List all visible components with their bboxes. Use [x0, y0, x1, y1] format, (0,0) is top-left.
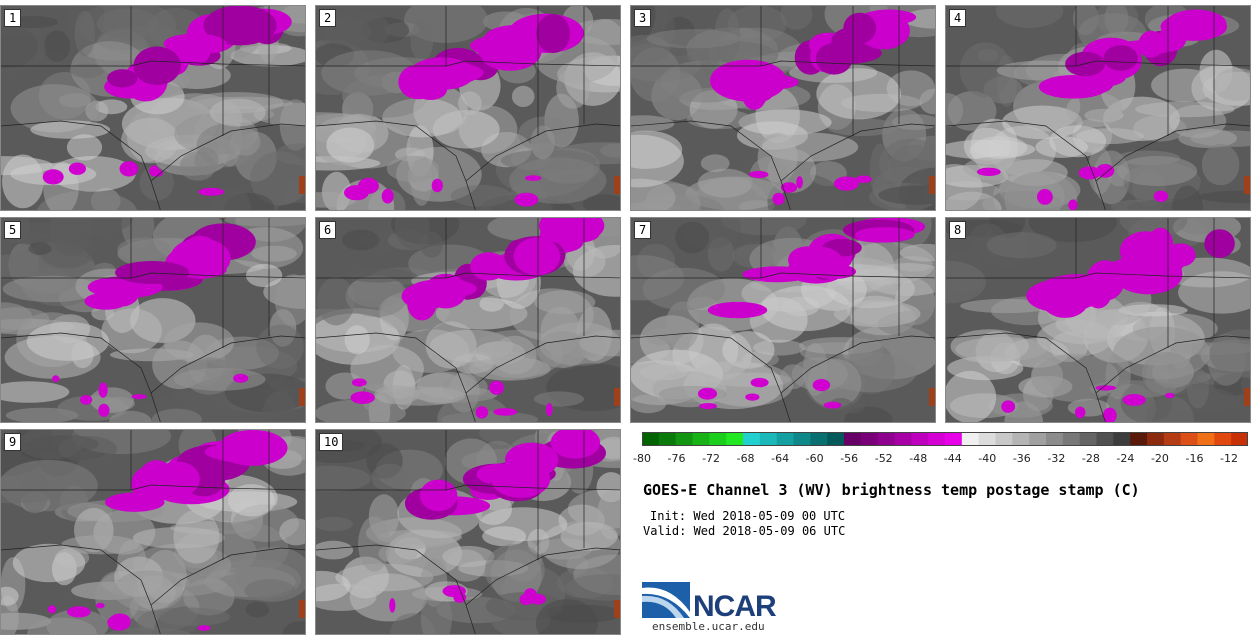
colorbar-segment — [658, 432, 677, 446]
colorbar-segment — [961, 432, 980, 446]
colorbar-segment — [877, 432, 896, 446]
colorbar-tick-label: -24 — [1116, 452, 1135, 465]
satellite-image — [316, 6, 620, 210]
colorbar-outline — [642, 432, 1248, 446]
panel-label: 2 — [319, 9, 337, 27]
colorbar-segment — [726, 432, 744, 446]
colorbar-tick-label: -20 — [1150, 452, 1169, 465]
panel-2[interactable]: 2 — [315, 5, 621, 211]
colorbar-segment — [978, 432, 997, 446]
colorbar-tick-label: -52 — [874, 452, 893, 465]
colorbar-tick-label: -76 — [667, 452, 686, 465]
satellite-image — [631, 218, 935, 422]
colorbar-tick-label: -48 — [909, 452, 928, 465]
colorbar-segment — [1180, 432, 1199, 446]
colorbar — [642, 432, 1248, 446]
colorbar-tick-label: -28 — [1081, 452, 1100, 465]
panel-label: 1 — [4, 9, 22, 27]
satellite-image — [946, 218, 1250, 422]
colorbar-tick-label: -40 — [978, 452, 997, 465]
satellite-image — [1, 6, 305, 210]
satellite-image — [631, 6, 935, 210]
panel-5[interactable]: 5 — [0, 217, 306, 423]
colorbar-tick-label: -32 — [1047, 452, 1066, 465]
colorbar-segment — [1062, 432, 1081, 446]
colorbar-segment — [759, 432, 778, 446]
panel-6[interactable]: 6 — [315, 217, 621, 423]
colorbar-segment — [1029, 432, 1047, 446]
colorbar-segment — [675, 432, 694, 446]
colorbar-tick-label: -36 — [1012, 452, 1031, 465]
satellite-image — [1, 218, 305, 422]
panel-label: 8 — [949, 221, 967, 239]
panel-label: 7 — [634, 221, 652, 239]
colorbar-segment — [1231, 432, 1248, 446]
satellite-image — [946, 6, 1250, 210]
colorbar-segment — [1079, 432, 1098, 446]
panel-label: 5 — [4, 221, 22, 239]
panel-8[interactable]: 8 — [945, 217, 1251, 423]
colorbar-tick-label: -68 — [736, 452, 755, 465]
satellite-image — [316, 430, 620, 634]
colorbar-segment — [1113, 432, 1131, 446]
valid-time: Valid: Wed 2018-05-09 06 UTC — [643, 524, 846, 538]
colorbar-segment — [1012, 432, 1030, 446]
panel-3[interactable]: 3 — [630, 5, 936, 211]
colorbar-tick-label: -56 — [840, 452, 859, 465]
colorbar-segment — [827, 432, 845, 446]
colorbar-segment — [1214, 432, 1232, 446]
colorbar-segment — [894, 432, 912, 446]
colorbar-segment — [793, 432, 811, 446]
colorbar-segment — [911, 432, 929, 446]
colorbar-segment — [1147, 432, 1165, 446]
colorbar-tick-label: -16 — [1185, 452, 1204, 465]
panel-label: 10 — [319, 433, 344, 451]
logo-text: NCAR — [693, 590, 777, 623]
colorbar-segment — [1163, 432, 1182, 446]
panel-10[interactable]: 10 — [315, 429, 621, 635]
panel-label: 4 — [949, 9, 967, 27]
colorbar-segment — [945, 432, 963, 446]
panel-label: 9 — [4, 433, 22, 451]
colorbar-segment — [1096, 432, 1114, 446]
colorbar-segment — [692, 432, 710, 446]
colorbar-tick-label: -64 — [771, 452, 790, 465]
colorbar-tick-label: -12 — [1220, 452, 1238, 465]
colorbar-tick-label: -80 — [633, 452, 651, 465]
colorbar-tick-label: -60 — [805, 452, 824, 465]
colorbar-segment — [860, 432, 879, 446]
panel-4[interactable]: 4 — [945, 5, 1251, 211]
colorbar-tick-label: -44 — [943, 452, 962, 465]
colorbar-segment — [995, 432, 1013, 446]
panel-label: 6 — [319, 221, 337, 239]
colorbar-segment — [1197, 432, 1215, 446]
panel-label: 3 — [634, 9, 652, 27]
colorbar-tick-label: -72 — [702, 452, 721, 465]
colorbar-segment — [1130, 432, 1148, 446]
colorbar-segment — [743, 432, 761, 446]
satellite-image — [316, 218, 620, 422]
colorbar-segment — [844, 432, 862, 446]
page-title: GOES-E Channel 3 (WV) brightness temp po… — [643, 481, 1140, 499]
colorbar-segment — [1046, 432, 1064, 446]
satellite-image — [1, 430, 305, 634]
colorbar-segment — [642, 432, 660, 446]
colorbar-segment — [776, 432, 795, 446]
panel-9[interactable]: 9 — [0, 429, 306, 635]
panel-7[interactable]: 7 — [630, 217, 936, 423]
colorbar-segment — [928, 432, 946, 446]
colorbar-segment — [810, 432, 828, 446]
init-time: Init: Wed 2018-05-09 00 UTC — [650, 509, 846, 523]
logo-url[interactable]: ensemble.ucar.edu — [652, 620, 765, 633]
panel-1[interactable]: 1 — [0, 5, 306, 211]
colorbar-segment — [709, 432, 727, 446]
ncar-logo-icon — [642, 582, 690, 618]
